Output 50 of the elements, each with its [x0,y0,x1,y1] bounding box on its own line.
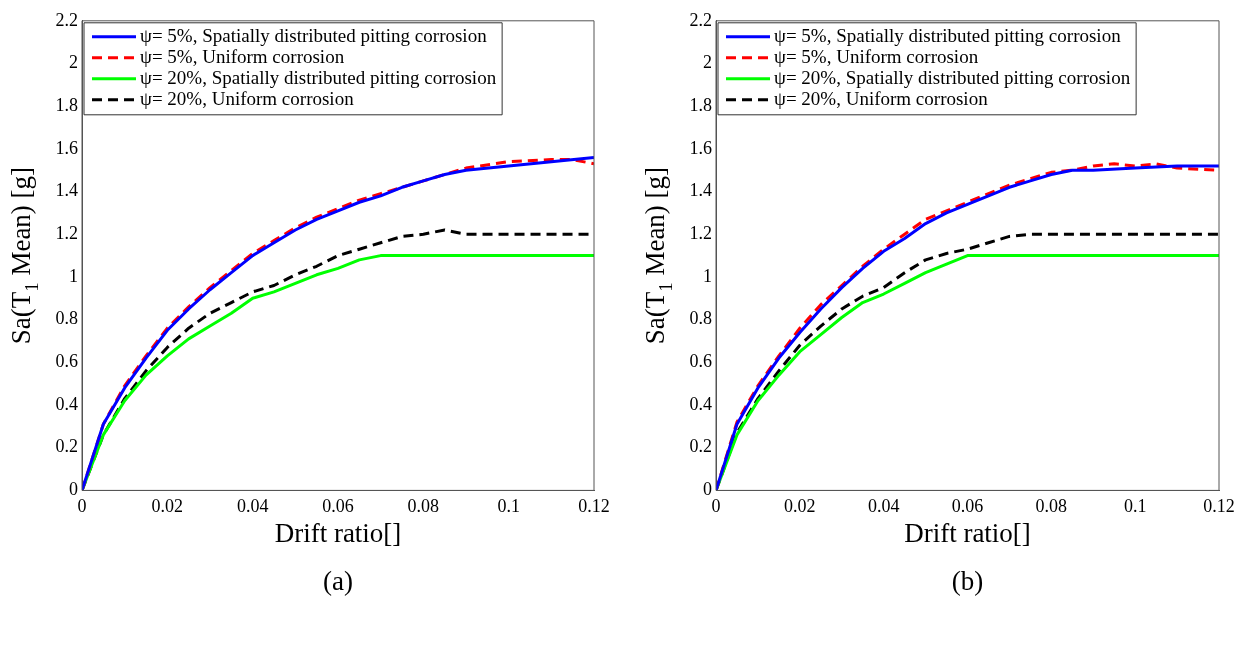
y-tick-label: 0.8 [55,308,78,329]
y-tick-label: 1.4 [55,180,78,201]
y-tick-label: 0.2 [689,436,712,457]
y-tick-label: 2 [703,52,712,73]
y-tick-label: 0 [69,479,78,500]
x-tick-label: 0.04 [236,495,269,516]
legend-label: ψ= 5%, Uniform corrosion [140,45,345,67]
y-axis-title: Sa(T1 Mean) [g] [6,166,43,345]
y-tick-label: 1.2 [689,222,712,243]
y-axis-title: Sa(T1 Mean) [g] [640,166,677,345]
x-axis-title: Drift ratio[] [274,518,402,549]
y-tick-label: 1.2 [55,222,78,243]
x-tick-label: 0.12 [578,495,610,516]
legend-label: ψ= 5%, Uniform corrosion [774,45,979,67]
y-tick-label: 0.2 [55,436,78,457]
legend-label: ψ= 20%, Uniform corrosion [774,87,989,109]
y-tick-label: 1.6 [689,137,712,158]
text: (b) [951,566,984,597]
legend-label: ψ= 5%, Spatially distributed pitting corrosion [140,24,488,46]
legend-label: ψ= 20%, Spatially distributed pitting corrosion [140,66,497,88]
x-tick-label: 0.08 [407,495,440,516]
y-tick-label: 0 [703,479,712,500]
x-tick-label: 0.1 [497,495,520,516]
x-tick-label: 0.08 [1035,495,1068,516]
y-tick-label: 1.6 [55,137,78,158]
y-tick-label: 0.6 [689,351,712,372]
y-tick-label: 0.8 [689,308,712,329]
x-tick-label: 0.02 [784,495,816,516]
text: (a) [323,566,353,597]
x-tick-label: 0.04 [867,495,900,516]
y-tick-label: 2.2 [689,9,712,30]
y-tick-label: 1.8 [689,94,712,115]
y-tick-label: 0.4 [55,393,78,414]
y-tick-label: 0.6 [55,351,78,372]
x-tick-label: 0.06 [322,495,354,516]
y-tick-label: 1.4 [689,180,712,201]
x-tick-label: 0.12 [1203,495,1235,516]
y-tick-label: 2 [69,52,78,73]
legend-label: ψ= 20%, Uniform corrosion [140,87,355,109]
x-tick-label: 0.06 [951,495,984,516]
legend-label: ψ= 5%, Spatially distributed pitting corrosion [774,24,1122,46]
y-tick-label: 1 [69,265,78,286]
legend-label: ψ= 20%, Spatially distributed pitting corrosion [774,66,1131,88]
y-tick-label: 2.2 [55,9,78,30]
x-tick-label: 0.02 [151,495,184,516]
y-tick-label: 0.4 [689,393,712,414]
y-tick-label: 1 [703,265,712,286]
y-tick-label: 1.8 [55,94,78,115]
x-tick-label: 0.1 [1123,495,1147,516]
x-axis-title: Drift ratio[] [904,518,1031,549]
